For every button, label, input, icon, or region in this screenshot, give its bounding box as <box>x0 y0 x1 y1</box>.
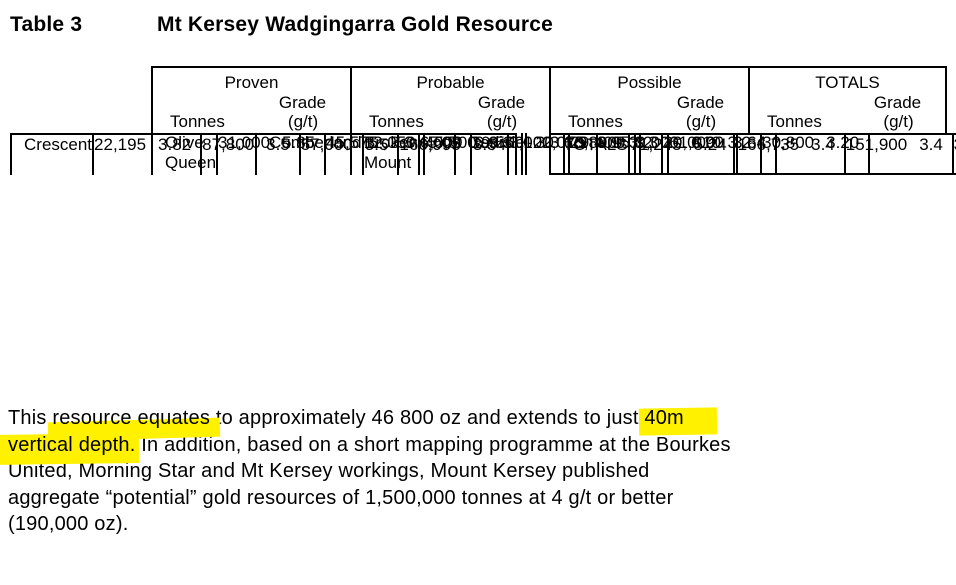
cell-proven-tonnes: - <box>524 133 545 175</box>
cell-probable-grade: 3.5 <box>266 133 299 175</box>
cell-possible-tonnes: 20,000 <box>661 133 727 175</box>
table-row-carlisle: Carlisle - 0 10,800 3.2 20,000 3.2 30,80… <box>454 133 871 175</box>
cell-possible-grade: 3.2 <box>727 133 752 152</box>
table-row-olive-queen: Olive Queen 31,000 5.85 45,575 3.3 45,50… <box>151 133 641 175</box>
cell-possible-tonnes: 45,500 <box>422 133 489 175</box>
grade-header: Grade <box>676 93 725 112</box>
cell-possible-tonnes: - <box>596 133 616 175</box>
text-segment: In addition, based on a short mapping pr… <box>135 433 731 456</box>
paragraph-line: This resource equates to approximately 4… <box>8 405 956 432</box>
text-segment: (190,000 oz). <box>8 513 129 535</box>
cell-possible-tonnes: 57,000 <box>298 133 365 175</box>
cell-totals-grade: 3.20 <box>826 133 871 175</box>
tonnes-header: Tonnes <box>767 112 822 131</box>
grade-unit-header: (g/t) <box>685 112 717 131</box>
document-page: Table 3 Mt Kersey Wadgingarra Gold Resou… <box>0 13 956 585</box>
cell-proven-grade: 5.24 <box>693 133 736 175</box>
cell-possible-grade: 3.4 <box>919 133 952 175</box>
cell-possible-grade: 0 <box>615 133 626 152</box>
cell-probable-grade: 3.4 <box>811 133 844 175</box>
cell-totals-tonnes: 9,000 <box>634 133 691 175</box>
column-group-proven: Proven Grade Tonnes (g/t) <box>151 66 350 133</box>
cell-totals-grade: 3.64 <box>733 133 778 175</box>
table-row-broken-mount: Broken Mount 6,000 6.9 3,000 6.9 - 0 9,0… <box>350 133 736 175</box>
grade-header: Grade <box>278 93 327 112</box>
tonnes-header: Tonnes <box>369 112 424 131</box>
column-group-totals: TOTALS Grade Tonnes (g/t) <box>748 66 947 133</box>
cell-totals-grade: 6.90 <box>691 133 736 175</box>
cell-proven-tonnes: 6,000 <box>417 133 475 175</box>
cell-probable-grade: 6.9 <box>563 133 588 152</box>
cell-totals-tonnes: 61,010 <box>666 133 733 175</box>
highlighted-text: vertical depth. <box>8 433 136 456</box>
cell-proven-tonnes: 31,000 <box>216 133 282 175</box>
highlighted-text: 40m <box>644 407 684 429</box>
text-segment: United, Morning Star and Mt Kersey worki… <box>8 460 650 482</box>
body-paragraph: This resource equates to approximately 4… <box>8 405 956 538</box>
cell-probable-tonnes: 87,800 <box>200 133 267 175</box>
group-name: Possible <box>617 73 682 92</box>
gold-resource-table: Proven Grade Tonnes (g/t) Probable Grade … <box>10 66 956 390</box>
row-label: Broken Mount <box>350 133 418 175</box>
grade-unit-header: (g/t) <box>287 112 319 131</box>
table-row-totals: TOTALS 71,245 5.24 166,735 3.4 151,900 3… <box>549 133 956 175</box>
table-title: Mt Kersey Wadgingarra Gold Resource <box>157 13 553 36</box>
row-label: TOTALS <box>549 133 628 175</box>
paragraph-line: aggregate “potential” gold resources of … <box>8 485 956 512</box>
header-stub-spacer <box>10 66 151 133</box>
cell-proven-grade: 5.03 <box>427 133 461 152</box>
table-row-crescent: Crescent 22,195 3.82 87,800 3.5 57,000 3… <box>10 133 517 175</box>
grade-unit-header: (g/t) <box>486 112 518 131</box>
cell-probable-tonnes: 45,575 <box>324 133 390 175</box>
row-label: Cumberland <box>255 133 362 175</box>
table-number-label: Table 3 <box>10 13 83 36</box>
cell-totals-grade: 3.54 <box>472 133 517 175</box>
row-label: Olive Queen <box>151 133 216 175</box>
cell-probable-grade: 3.3 <box>535 133 560 152</box>
text-segment: aggregate “potential” gold resources of … <box>8 486 674 509</box>
text-segment: to approximately 46 800 oz and extends t… <box>210 407 645 429</box>
column-group-possible: Possible Grade Tonnes (g/t) <box>549 66 748 133</box>
grade-header: Grade <box>873 93 922 112</box>
row-label: Carlisle <box>454 133 525 175</box>
text-segment: This <box>8 407 53 429</box>
cell-totals-tonnes: 166,995 <box>397 133 473 175</box>
group-name: TOTALS <box>815 73 880 92</box>
paragraph-line: (190,000 oz). <box>8 511 956 538</box>
paragraph-line: United, Morning Star and Mt Kersey worki… <box>8 458 956 485</box>
cell-possible-grade: 3.3 <box>634 133 658 152</box>
cell-probable-tonnes: 10,800 <box>562 133 629 175</box>
cell-proven-tonnes: 12,050 <box>361 133 428 175</box>
cell-proven-tonnes: 71,245 <box>627 133 694 175</box>
table-row-cumberland: Cumberland 12,050 5.03 19,560 3.3 29,400… <box>255 133 778 175</box>
cell-proven-tonnes: 22,195 <box>92 133 159 175</box>
highlighted-text: resource equates <box>52 407 211 429</box>
table-caption: Table 3 Mt Kersey Wadgingarra Gold Resou… <box>10 13 956 37</box>
cell-possible-grade: 3.5 <box>364 133 398 175</box>
group-name: Probable <box>416 73 485 92</box>
cell-totals-grade: 3.95 <box>597 133 641 175</box>
group-name: Proven <box>224 73 279 92</box>
cell-probable-tonnes: 3,000 <box>507 133 564 175</box>
cell-totals-tonnes: 389,880 <box>951 133 956 175</box>
grade-unit-header: (g/t) <box>883 112 914 131</box>
cell-probable-tonnes: 166,735 <box>735 133 812 175</box>
tonnes-header: Tonnes <box>170 112 225 131</box>
cell-proven-grade: 6.9 <box>474 133 499 152</box>
paragraph-line: vertical depth. In addition, based on a … <box>8 432 956 459</box>
cell-totals-tonnes: 30,800 <box>760 133 826 175</box>
cell-possible-tonnes: 151,900 <box>843 133 920 175</box>
column-group-probable: Probable Grade Tonnes (g/t) <box>350 66 549 133</box>
cell-proven-grade: 5.85 <box>282 133 316 152</box>
cell-proven-grade: 3.82 <box>158 133 201 175</box>
cell-probable-grade: 3.2 <box>628 133 653 152</box>
cell-possible-grade: 3.3 <box>488 133 513 152</box>
cell-probable-tonnes: 19,560 <box>469 133 536 175</box>
cell-probable-grade: 3.3 <box>390 133 414 152</box>
row-label: Crescent <box>10 133 93 175</box>
tonnes-header: Tonnes <box>568 112 623 131</box>
grade-header: Grade <box>477 93 526 112</box>
